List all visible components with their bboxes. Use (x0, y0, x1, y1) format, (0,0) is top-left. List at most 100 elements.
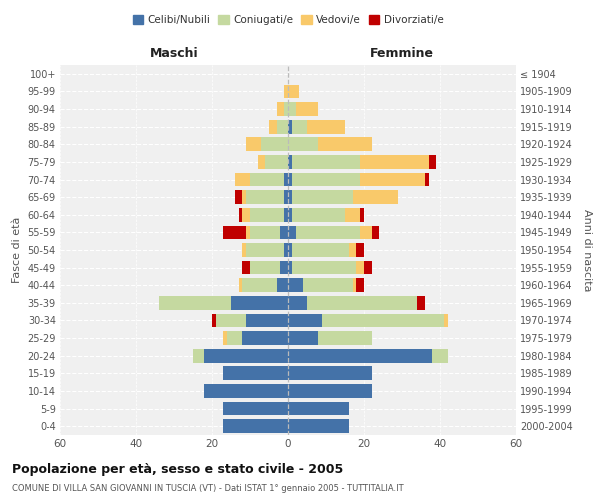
Bar (250, 172, 284, 186)
Bar (356, 278, 364, 292)
Bar (288, 138, 319, 151)
Bar (364, 260, 371, 274)
Bar (242, 260, 250, 274)
Bar (277, 102, 284, 116)
Bar (288, 243, 292, 257)
Bar (280, 260, 288, 274)
Bar (292, 208, 345, 222)
Bar (353, 278, 356, 292)
Bar (428, 155, 436, 169)
Bar (257, 155, 265, 169)
Legend: Celibi/Nubili, Coniugati/e, Vedovi/e, Divorziati/e: Celibi/Nubili, Coniugati/e, Vedovi/e, Di… (128, 11, 448, 30)
Bar (303, 278, 353, 292)
Bar (284, 84, 288, 98)
Bar (288, 314, 322, 328)
Bar (353, 190, 398, 204)
Bar (345, 208, 360, 222)
Bar (433, 349, 448, 362)
Bar (235, 190, 242, 204)
Bar (242, 331, 288, 345)
Bar (292, 155, 360, 169)
Bar (288, 349, 433, 362)
Bar (307, 120, 345, 134)
Bar (262, 138, 288, 151)
Bar (349, 243, 356, 257)
Bar (205, 349, 288, 362)
Bar (371, 226, 379, 239)
Bar (242, 190, 246, 204)
Bar (242, 278, 277, 292)
Bar (296, 102, 319, 116)
Text: Popolazione per età, sesso e stato civile - 2005: Popolazione per età, sesso e stato civil… (12, 462, 343, 475)
Bar (319, 138, 371, 151)
Bar (223, 331, 227, 345)
Bar (360, 226, 371, 239)
Bar (159, 296, 231, 310)
Bar (288, 384, 371, 398)
Bar (288, 84, 299, 98)
Bar (242, 208, 250, 222)
Bar (277, 278, 288, 292)
Bar (239, 208, 242, 222)
Bar (246, 243, 284, 257)
Bar (288, 120, 292, 134)
Y-axis label: Fasce di età: Fasce di età (12, 217, 22, 283)
Bar (223, 366, 288, 380)
Bar (269, 120, 277, 134)
Bar (284, 243, 288, 257)
Bar (250, 226, 280, 239)
Bar (288, 226, 296, 239)
Bar (288, 208, 292, 222)
Bar (444, 314, 448, 328)
Bar (288, 278, 303, 292)
Bar (239, 278, 242, 292)
Bar (246, 138, 262, 151)
Text: COMUNE DI VILLA SAN GIOVANNI IN TUSCIA (VT) - Dati ISTAT 1° gennaio 2005 - TUTTI: COMUNE DI VILLA SAN GIOVANNI IN TUSCIA (… (12, 484, 404, 493)
Bar (360, 172, 425, 186)
Bar (360, 155, 428, 169)
Bar (280, 226, 288, 239)
Bar (296, 226, 360, 239)
Text: Femmine: Femmine (370, 46, 434, 60)
Bar (284, 102, 288, 116)
Bar (292, 120, 307, 134)
Bar (231, 296, 288, 310)
Text: Maschi: Maschi (149, 46, 199, 60)
Bar (193, 349, 205, 362)
Bar (284, 208, 288, 222)
Bar (288, 190, 292, 204)
Bar (284, 190, 288, 204)
Bar (292, 260, 356, 274)
Y-axis label: Anni di nascita: Anni di nascita (583, 209, 592, 291)
Bar (212, 314, 216, 328)
Bar (277, 120, 288, 134)
Bar (223, 402, 288, 415)
Bar (288, 296, 307, 310)
Bar (288, 366, 371, 380)
Bar (223, 420, 288, 433)
Bar (265, 155, 288, 169)
Bar (216, 314, 246, 328)
Bar (288, 155, 292, 169)
Bar (246, 314, 288, 328)
Bar (250, 208, 284, 222)
Bar (242, 243, 246, 257)
Bar (319, 331, 371, 345)
Bar (223, 226, 246, 239)
Bar (288, 331, 319, 345)
Bar (307, 296, 417, 310)
Bar (292, 172, 360, 186)
Bar (246, 190, 284, 204)
Bar (360, 208, 364, 222)
Bar (227, 331, 242, 345)
Bar (288, 420, 349, 433)
Bar (425, 172, 428, 186)
Bar (292, 243, 349, 257)
Bar (250, 260, 280, 274)
Bar (205, 384, 288, 398)
Bar (356, 243, 364, 257)
Bar (288, 402, 349, 415)
Bar (288, 260, 292, 274)
Bar (356, 260, 364, 274)
Bar (292, 190, 353, 204)
